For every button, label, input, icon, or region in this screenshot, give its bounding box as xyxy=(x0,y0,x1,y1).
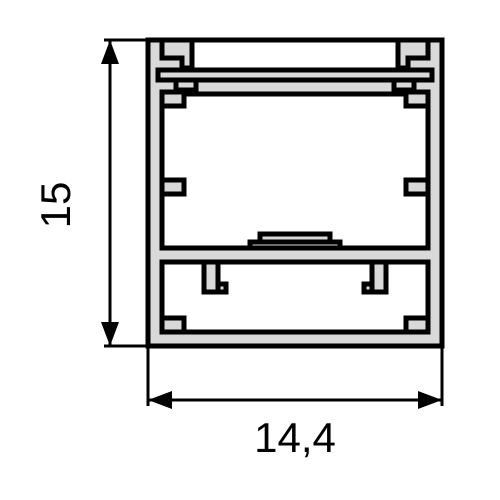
pedestal-foot xyxy=(250,242,340,248)
slot-hook-left xyxy=(218,284,226,292)
floor-fin-right xyxy=(406,318,428,332)
slot-hook-right xyxy=(364,284,372,292)
diffuser-tab-right xyxy=(394,80,414,90)
arrowhead xyxy=(101,322,119,346)
dim-label-height: 15 xyxy=(32,182,79,229)
fin-right-1 xyxy=(406,180,428,194)
dim-label-width: 14,4 xyxy=(254,414,336,461)
upper-cavity xyxy=(162,94,428,248)
technical-drawing: 15 14,4 xyxy=(0,0,500,500)
fin-left-0 xyxy=(162,92,184,106)
fin-right-0 xyxy=(406,92,428,106)
diffuser-bar xyxy=(158,70,432,80)
arrowhead xyxy=(418,391,442,409)
floor-fin-left xyxy=(162,318,184,332)
arrowhead xyxy=(148,391,172,409)
fin-left-1 xyxy=(162,180,184,194)
diffuser-tab-left xyxy=(176,80,196,90)
profile-body xyxy=(148,35,442,346)
arrowhead xyxy=(101,40,119,64)
